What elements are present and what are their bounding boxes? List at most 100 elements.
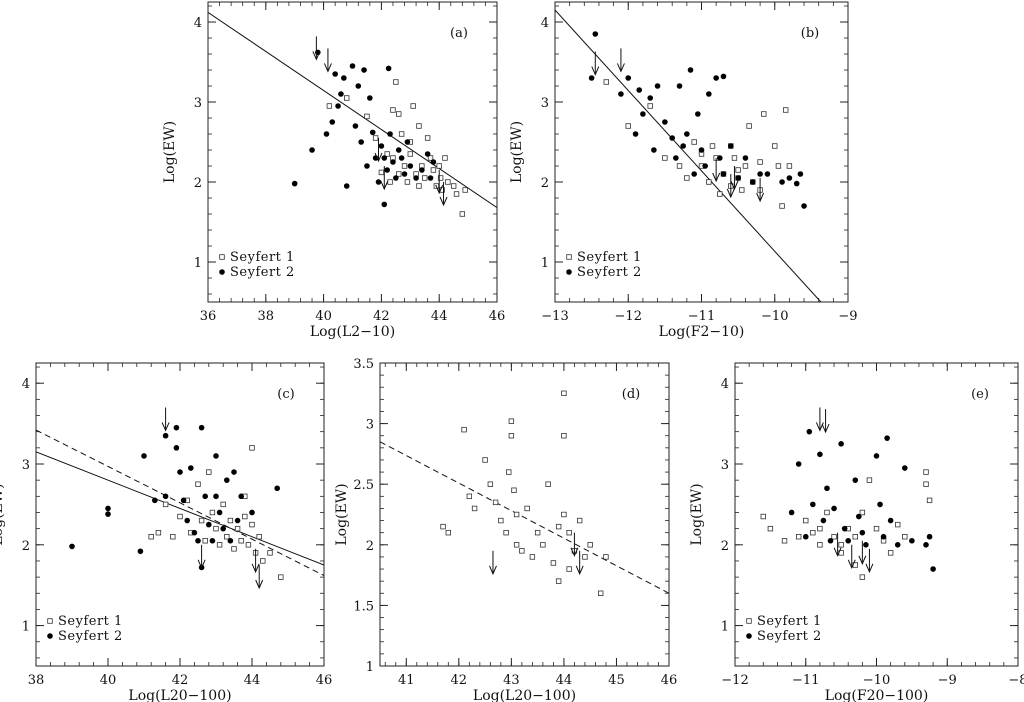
- seyfert2-point: [838, 441, 844, 447]
- seyfert1-point: [394, 80, 399, 85]
- seyfert2-point: [735, 175, 741, 181]
- seyfert1-point: [431, 168, 436, 173]
- seyfert1-point: [853, 534, 858, 539]
- legend-label: Seyfert 1: [757, 614, 822, 629]
- seyfert2-point: [702, 163, 708, 169]
- figure: 36 38 40 42 44 461234Log(L2−10)Log(EW)(a)Seyf…: [0, 0, 1024, 702]
- seyfert2-point: [706, 91, 712, 97]
- seyfert1-point: [903, 534, 908, 539]
- seyfert2-point: [379, 143, 385, 149]
- legend-label: Seyfert 1: [577, 250, 642, 265]
- seyfert2-point: [329, 119, 335, 125]
- upper-limit-arrow: [866, 549, 873, 572]
- seyfert1-point: [441, 524, 446, 529]
- seyfert1-point: [408, 152, 413, 157]
- y-axis-label: Log(EW): [509, 121, 525, 183]
- seyfert1-point: [525, 506, 530, 511]
- seyfert1-point: [736, 168, 741, 173]
- x-tick-label: 40: [315, 309, 332, 324]
- seyfert2-point: [618, 91, 624, 97]
- panel-c: 38 40 42 44 461234Log(L20−100)Log(EW)(c)Seyf…: [0, 363, 332, 702]
- y-axis-label: Log(EW): [162, 121, 178, 183]
- x-tick-label: 44: [244, 673, 261, 688]
- seyfert2-point: [881, 534, 887, 540]
- seyfert2-point: [677, 83, 683, 89]
- seyfert1-point: [171, 534, 176, 539]
- seyfert1-point: [425, 136, 430, 141]
- seyfert1-point: [535, 530, 540, 535]
- seyfert1-point: [203, 538, 208, 543]
- seyfert2-point: [419, 167, 425, 173]
- seyfert1-point: [839, 543, 844, 548]
- seyfert2-point: [384, 167, 390, 173]
- seyfert2-point: [688, 67, 694, 73]
- seyfert2-point: [274, 485, 280, 491]
- seyfert2-point: [210, 538, 216, 544]
- seyfert1-point: [417, 184, 422, 189]
- seyfert2-point: [206, 522, 212, 528]
- x-tick-label: −8: [1008, 673, 1024, 688]
- legend-marker-seyfert1: [567, 255, 572, 260]
- seyfert2-point: [877, 502, 883, 508]
- y-tick-label: 2: [721, 539, 729, 554]
- legend-label: Seyfert 2: [577, 265, 642, 280]
- seyfert2-point: [138, 548, 144, 554]
- seyfert1-point: [811, 530, 816, 535]
- seyfert1-point: [888, 551, 893, 556]
- seyfert2-point: [224, 477, 230, 483]
- seyfert2-point: [828, 538, 834, 544]
- seyfert1-point: [556, 579, 561, 584]
- seyfert1-point: [747, 124, 752, 129]
- seyfert1-point: [388, 180, 393, 185]
- seyfert1-point: [782, 538, 787, 543]
- seyfert1-point: [509, 419, 514, 424]
- seyfert1-point: [780, 204, 785, 209]
- y-tick-label: 3: [366, 418, 374, 433]
- panel-label: (e): [971, 387, 989, 402]
- y-tick-label: 3: [194, 96, 202, 111]
- seyfert1-point: [232, 547, 237, 552]
- seyfert2-point: [842, 526, 848, 532]
- seyfert2-point: [431, 159, 437, 165]
- seyfert1-point: [663, 156, 668, 161]
- seyfert2-point: [387, 131, 393, 137]
- seyfert2-point: [895, 542, 901, 548]
- seyfert1-point: [743, 164, 748, 169]
- upper-limit-arrow: [313, 36, 320, 59]
- seyfert2-point: [344, 183, 350, 189]
- seyfert1-point: [776, 164, 781, 169]
- x-tick-label: 46: [661, 673, 678, 688]
- seyfert2-point: [821, 518, 827, 524]
- seyfert2-point: [141, 453, 147, 459]
- legend-marker-seyfert2: [219, 269, 225, 275]
- seyfert2-point: [750, 179, 756, 185]
- seyfert2-point: [152, 498, 158, 504]
- seyfert2-point: [220, 526, 226, 532]
- seyfert2-point: [817, 452, 823, 458]
- legend-marker-seyfert2: [746, 633, 752, 639]
- seyfert2-point: [341, 75, 347, 81]
- seyfert2-point: [680, 143, 686, 149]
- seyfert1-point: [718, 192, 723, 197]
- panel-d: 41 42 43 44 45 4611.522.533.5Log(L20−100)Log(…: [334, 357, 677, 702]
- seyfert1-point: [463, 188, 468, 193]
- seyfert2-point: [863, 542, 869, 548]
- seyfert1-point: [196, 482, 201, 487]
- y-tick-label: 4: [22, 377, 30, 392]
- seyfert2-point: [364, 163, 370, 169]
- x-tick-label: 40: [100, 673, 117, 688]
- upper-limit-arrow: [162, 407, 169, 430]
- seyfert1-point: [402, 164, 407, 169]
- panel-e: −12 −11 −10 −9 −81234Log(F20−100)Log(EW)(e)S…: [689, 363, 1024, 702]
- upper-limit-arrow: [592, 52, 599, 75]
- seyfert2-point: [386, 66, 392, 72]
- seyfert1-point: [178, 514, 183, 519]
- seyfert1-point: [546, 482, 551, 487]
- seyfert2-point: [673, 155, 679, 161]
- seyfert1-point: [250, 522, 255, 527]
- x-axis-label: Log(F2−10): [659, 324, 745, 340]
- seyfert1-point: [221, 502, 226, 507]
- seyfert2-point: [405, 139, 411, 145]
- seyfert2-point: [699, 147, 705, 153]
- seyfert2-point: [184, 518, 190, 524]
